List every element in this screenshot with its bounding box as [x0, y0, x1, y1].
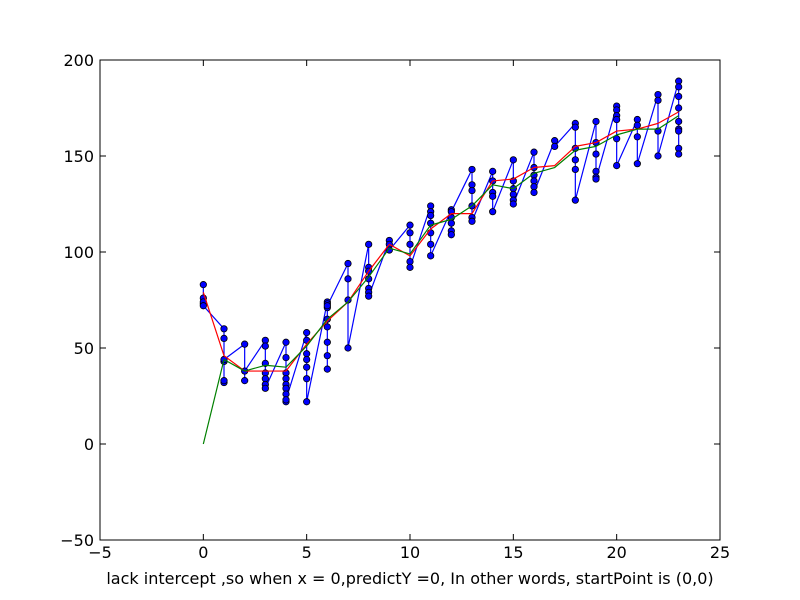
data-point [468, 217, 476, 225]
data-point [365, 292, 373, 300]
data-point [675, 127, 683, 135]
data-point [344, 275, 352, 283]
data-point [613, 115, 621, 124]
x-axis-label: lack intercept ,so when x = 0,predictY =… [106, 569, 713, 588]
data-point [199, 302, 207, 310]
data-point [241, 377, 249, 385]
series-1 [202, 111, 679, 372]
data-point [303, 375, 311, 383]
data-point [261, 342, 269, 350]
data-point [323, 323, 331, 331]
data-point [303, 329, 311, 337]
series-0 [199, 77, 683, 406]
y-tick-label: 100 [63, 243, 94, 262]
y-tick-label: 150 [63, 147, 94, 166]
x-tick-label: 0 [198, 543, 208, 562]
data-point [406, 221, 414, 229]
data-point [323, 365, 331, 373]
data-point [282, 338, 290, 346]
data-point [406, 229, 414, 237]
data-point [675, 150, 683, 158]
data-point [323, 338, 331, 346]
y-tick-label: 50 [74, 339, 94, 358]
data-point [323, 352, 331, 360]
data-point [344, 344, 352, 352]
data-point [344, 296, 352, 304]
series-line-1 [202, 111, 679, 372]
data-point [427, 252, 435, 260]
data-point [199, 281, 207, 289]
series-line-0 [202, 80, 680, 403]
data-point [675, 83, 683, 91]
x-tick-label: 25 [710, 543, 730, 562]
data-point [365, 275, 373, 283]
data-point [220, 334, 228, 342]
x-tick-label: −5 [88, 543, 112, 562]
data-point [282, 353, 290, 362]
data-point [323, 302, 331, 310]
data-point [220, 325, 228, 333]
data-point [530, 148, 538, 156]
x-tick-label: 20 [606, 543, 626, 562]
data-point [447, 231, 455, 239]
plot-area [199, 77, 683, 445]
data-point [571, 196, 579, 204]
x-tick-label: 15 [503, 543, 523, 562]
data-point [489, 192, 497, 200]
data-point [551, 142, 559, 150]
y-tick-label: 200 [63, 51, 94, 70]
x-axis: −5 0 5 10 15 20 25 [88, 60, 730, 562]
data-point [509, 156, 517, 164]
data-point [241, 340, 249, 348]
data-point [427, 240, 435, 248]
y-axis: −50 0 50 100 150 200 [60, 51, 720, 550]
data-point [675, 104, 683, 112]
data-point [489, 167, 497, 175]
data-point [633, 121, 641, 129]
data-point [303, 398, 311, 406]
data-point [654, 96, 662, 104]
data-point [447, 219, 455, 227]
data-point [633, 133, 641, 141]
data-point [220, 377, 228, 385]
data-point [468, 186, 476, 195]
data-point [613, 162, 621, 170]
y-tick-label: −50 [60, 531, 94, 550]
data-point [406, 240, 414, 248]
data-point [592, 150, 600, 158]
data-point [654, 152, 662, 160]
data-point [571, 165, 579, 174]
data-point [282, 396, 290, 404]
data-point [489, 208, 497, 216]
data-point [303, 363, 311, 371]
data-point [344, 259, 352, 268]
data-point [592, 117, 600, 126]
data-point [530, 188, 538, 197]
data-point [571, 156, 579, 164]
series-2 [202, 115, 679, 445]
x-tick-label: 10 [400, 543, 420, 562]
data-point [675, 117, 683, 126]
data-point [509, 200, 517, 208]
data-point [261, 384, 269, 392]
data-point [427, 211, 435, 220]
data-point [633, 160, 641, 168]
data-point [365, 240, 373, 248]
data-point [675, 92, 683, 101]
data-point [468, 165, 476, 174]
data-point [592, 175, 600, 183]
data-point [571, 123, 579, 131]
x-tick-label: 5 [302, 543, 312, 562]
series-line-2 [202, 115, 679, 445]
y-tick-label: 0 [84, 435, 94, 454]
data-point [406, 263, 414, 271]
data-point [303, 355, 311, 364]
